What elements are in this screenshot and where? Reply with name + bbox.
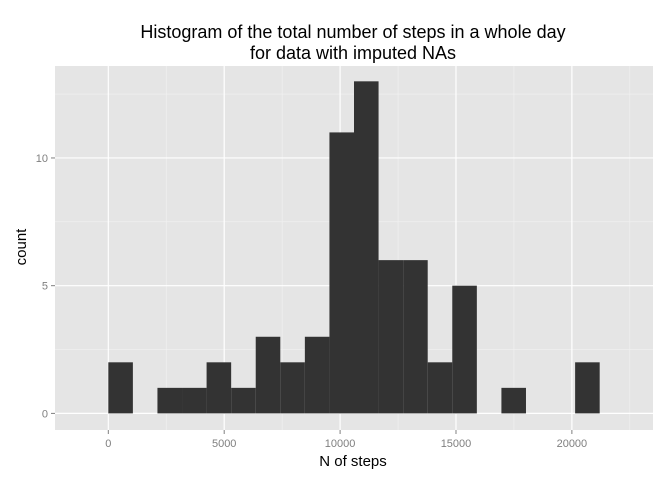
histogram-bar [575, 362, 600, 414]
histogram-bar [182, 387, 207, 414]
histogram-bar [206, 362, 232, 414]
x-axis-title: N of steps [319, 453, 387, 470]
histogram-bar [255, 336, 281, 414]
y-tick-label: 0 [42, 408, 48, 420]
y-tick-label: 10 [36, 153, 48, 165]
histogram-bar [280, 362, 305, 414]
y-axis-ticks: 0 5 10 [36, 153, 55, 420]
histogram-bar [427, 362, 453, 414]
histogram-bar [501, 387, 526, 414]
x-tick-label: 0 [105, 438, 111, 450]
histogram-bar [354, 81, 379, 414]
histogram-bar [452, 285, 477, 414]
histogram-bar [329, 132, 354, 414]
x-axis-ticks: 0 5000 10000 15000 20000 [105, 430, 587, 450]
histogram-bar [231, 387, 256, 414]
histogram-bars [108, 81, 600, 414]
x-tick-label: 5000 [212, 438, 236, 450]
histogram-bar [157, 387, 183, 414]
x-tick-label: 10000 [325, 438, 356, 450]
x-tick-label: 15000 [441, 438, 472, 450]
histogram-bar [378, 260, 404, 414]
chart-title-line-1: Histogram of the total number of steps i… [140, 22, 565, 42]
x-tick-label: 20000 [557, 438, 588, 450]
histogram-bar [304, 336, 330, 414]
histogram-bar [108, 362, 133, 414]
chart-title-line-2: for data with imputed NAs [250, 43, 456, 63]
histogram-bar [403, 260, 428, 414]
y-tick-label: 5 [42, 281, 48, 293]
y-axis-title: count [13, 228, 30, 266]
